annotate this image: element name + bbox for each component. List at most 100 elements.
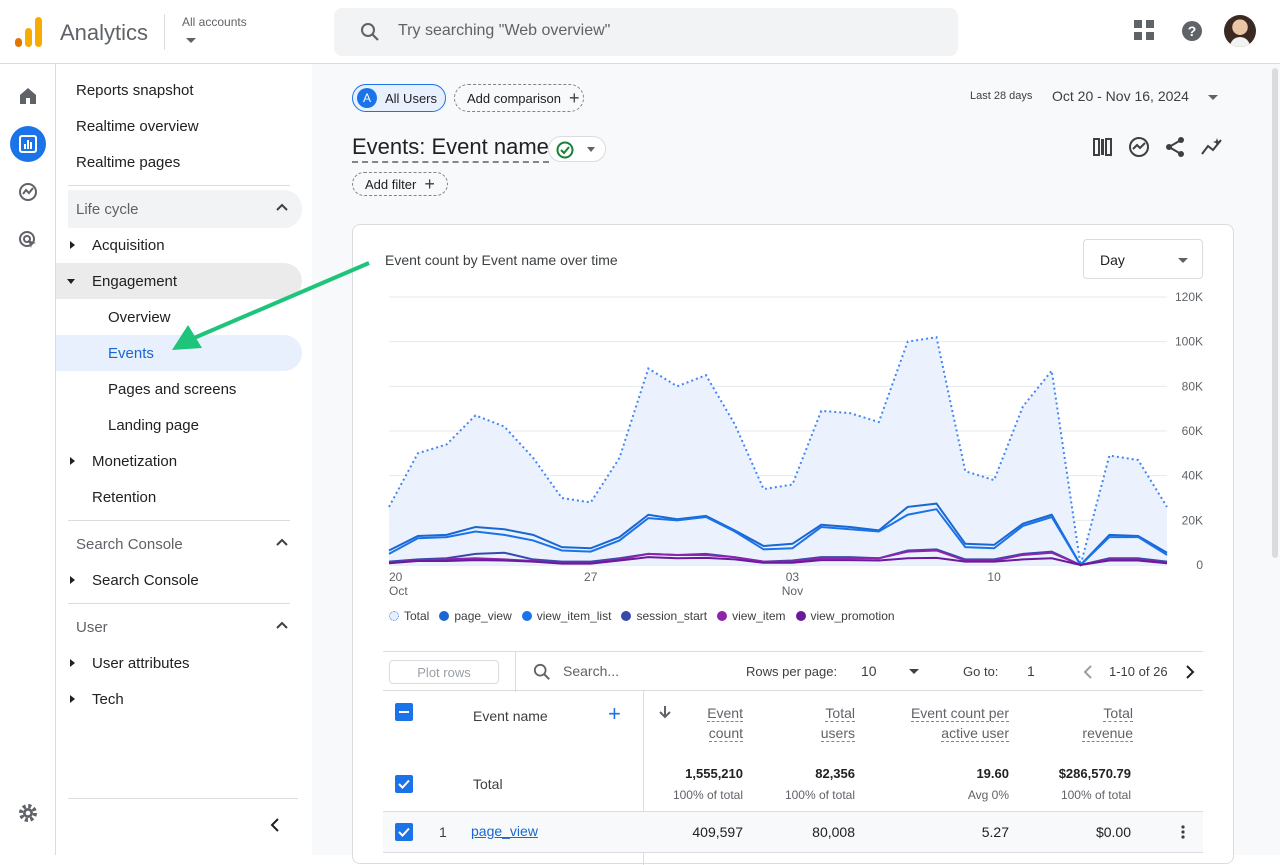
customize-report-icon[interactable] (1092, 136, 1114, 158)
page-title[interactable]: Events: Event name (352, 134, 549, 163)
section-life-cycle[interactable]: Life cycle (68, 190, 302, 228)
nav-landing-page[interactable]: Landing page (108, 416, 199, 434)
col-label: active user (941, 725, 1009, 742)
nav-events[interactable]: Events (56, 335, 302, 371)
x-tick-label: 03 (786, 570, 800, 584)
nav-search-console[interactable]: Search Console (56, 562, 302, 598)
settings-gear-icon[interactable] (10, 795, 46, 831)
advertising-icon[interactable] (10, 222, 46, 258)
add-filter-button[interactable]: Add filter + (352, 172, 448, 196)
legend-item[interactable]: page_view (439, 609, 512, 623)
segment-chip-all-users[interactable]: A All Users (352, 84, 446, 112)
nav-engagement[interactable]: Engagement (56, 263, 302, 299)
legend-item[interactable]: view_promotion (795, 609, 895, 623)
insights-icon[interactable] (1128, 136, 1150, 158)
goto-input[interactable]: 1 (1027, 663, 1035, 679)
nav-realtime-overview[interactable]: Realtime overview (76, 117, 199, 135)
collapse-chevron-left-icon[interactable] (270, 818, 280, 832)
y-tick-label: 100K (1175, 335, 1203, 349)
legend-label: view_item_list (536, 609, 612, 623)
help-icon[interactable]: ? (1181, 20, 1203, 42)
chevron-left-icon[interactable] (1083, 665, 1093, 679)
compare-trend-icon[interactable] (1200, 136, 1224, 158)
row-index: 1 (439, 824, 447, 840)
search-input[interactable]: Try searching "Web overview" (398, 22, 611, 39)
share-icon[interactable] (1164, 136, 1186, 158)
series-line-view-promotion[interactable] (388, 556, 1168, 567)
add-comparison-button[interactable]: Add comparison + (454, 84, 584, 112)
col-label: users (820, 725, 855, 742)
nav-label: Tech (92, 690, 124, 708)
check-circle-icon (556, 141, 574, 159)
chevron-down-icon[interactable] (909, 669, 919, 674)
vertical-scrollbar[interactable] (1270, 64, 1280, 564)
col-event-name[interactable]: Event name (473, 708, 548, 724)
event-name-link[interactable]: page_view (471, 823, 538, 839)
nav-tech[interactable]: Tech (56, 681, 302, 717)
analytics-logo-icon[interactable] (14, 16, 44, 48)
legend-item[interactable]: Total (389, 609, 429, 623)
main-content: A All Users Add comparison + Last 28 day… (312, 64, 1280, 865)
series-line-view-item-list[interactable] (388, 508, 1168, 567)
chevron-down-icon[interactable] (1208, 95, 1218, 100)
series-line-page-view[interactable] (388, 502, 1168, 567)
sort-arrow-down-icon[interactable] (659, 705, 671, 719)
table-row[interactable]: 1 page_view 409,597 80,008 5.27 $0.00 (383, 811, 1203, 853)
plot-rows-button[interactable]: Plot rows (389, 660, 499, 684)
total-event-count-sub: 100% of total (672, 788, 743, 802)
reports-icon[interactable] (10, 126, 46, 162)
row-total-users: 80,008 (812, 824, 855, 840)
granularity-select[interactable]: Day (1083, 239, 1203, 279)
total-users-sub: 100% of total (784, 788, 855, 802)
search-icon (533, 663, 550, 680)
nav-user-attributes[interactable]: User attributes (56, 645, 302, 681)
legend-item[interactable]: view_item_list (521, 609, 612, 623)
date-prefix: Last 28 days (970, 90, 1033, 102)
divider (515, 652, 516, 692)
segment-label: All Users (385, 90, 438, 106)
nav-retention[interactable]: Retention (92, 488, 157, 506)
top-bar: Analytics All accounts Try searching "We… (0, 0, 1280, 64)
section-user[interactable]: User (68, 608, 302, 646)
search-bar[interactable]: Try searching "Web overview" (334, 8, 958, 56)
data-quality-status[interactable] (548, 136, 606, 162)
caret-right-icon (70, 241, 75, 249)
add-dimension-plus-icon[interactable]: + (608, 701, 621, 726)
nav-realtime-pages[interactable]: Realtime pages (76, 153, 181, 171)
col-total-revenue[interactable]: Total revenue (1043, 703, 1133, 743)
nav-monetization[interactable]: Monetization (56, 443, 302, 479)
nav-reports-snapshot[interactable]: Reports snapshot (76, 81, 194, 99)
nav-pages-and-screens[interactable]: Pages and screens (108, 380, 237, 398)
more-vert-icon[interactable] (1181, 825, 1185, 839)
account-selector[interactable]: All accounts (182, 15, 247, 29)
col-total-users[interactable]: Total users (773, 703, 855, 743)
chevron-right-icon[interactable] (1185, 665, 1195, 679)
report-card: Event count by Event name over time Day … (352, 224, 1234, 865)
row-checkbox[interactable] (395, 823, 413, 841)
legend-item[interactable]: session_start (621, 609, 707, 623)
divider (68, 603, 290, 604)
legend-item[interactable]: view_item (717, 609, 786, 623)
total-row-checkbox[interactable] (395, 775, 413, 793)
rows-per-page-label: Rows per page: (746, 664, 838, 679)
rows-per-page-select[interactable]: 10 (861, 663, 877, 679)
apps-grid-icon[interactable] (1134, 20, 1154, 40)
scrollbar-thumb[interactable] (1272, 68, 1278, 558)
col-event-count[interactable]: Event count (681, 703, 743, 743)
table-search-input[interactable]: Search... (563, 663, 620, 679)
plus-icon: + (424, 174, 435, 194)
select-all-checkbox[interactable] (395, 703, 413, 721)
caret-right-icon (70, 695, 75, 703)
caret-right-icon (70, 576, 75, 584)
date-range-picker[interactable]: Oct 20 - Nov 16, 2024 (1052, 88, 1189, 104)
nav-acquisition[interactable]: Acquisition (56, 227, 302, 263)
home-icon[interactable] (10, 78, 46, 114)
chevron-up-icon (276, 538, 288, 546)
chevron-down-icon[interactable] (186, 38, 196, 43)
section-search-console[interactable]: Search Console (68, 525, 302, 563)
explore-icon[interactable] (10, 174, 46, 210)
col-event-count-per-user[interactable]: Event count per active user (893, 703, 1009, 743)
nav-overview[interactable]: Overview (108, 308, 171, 326)
avatar[interactable] (1224, 15, 1256, 47)
